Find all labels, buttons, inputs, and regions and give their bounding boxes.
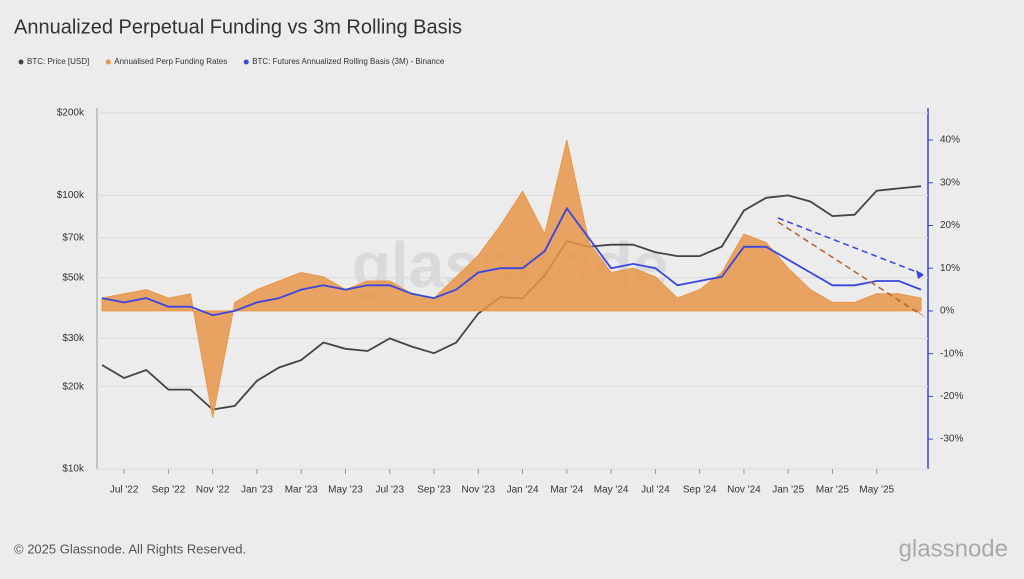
- y2-tick-label: 40%: [940, 135, 960, 146]
- x-tick-label: Jul '24: [641, 485, 670, 496]
- x-tick-label: May '23: [328, 485, 363, 496]
- x-tick-label: Jan '24: [507, 485, 539, 496]
- legend-label: BTC: Price [USD]: [27, 57, 89, 66]
- y-tick-label: $50k: [62, 272, 85, 283]
- y-tick-label: $10k: [62, 464, 85, 475]
- legend-dot: [105, 59, 111, 65]
- x-tick-label: Nov '23: [462, 485, 496, 496]
- y-tick-label: $30k: [62, 333, 85, 344]
- y2-tick-label: 10%: [940, 263, 960, 274]
- arrow-head: [914, 308, 926, 318]
- x-tick-label: Jul '22: [110, 485, 139, 496]
- legend-dot: [243, 59, 249, 65]
- x-tick-label: Sep '23: [417, 485, 451, 496]
- y2-tick-label: -30%: [940, 434, 963, 445]
- x-tick-label: May '24: [594, 485, 629, 496]
- x-tick-label: Sep '24: [683, 485, 717, 496]
- y-tick-label: $20k: [62, 381, 85, 392]
- x-tick-label: Nov '24: [727, 485, 761, 496]
- trend-arrow: [777, 217, 923, 275]
- y-tick-label: $70k: [62, 232, 85, 243]
- legend-label: BTC: Futures Annualized Rolling Basis (3…: [252, 57, 445, 66]
- x-tick-label: Nov '22: [196, 485, 230, 496]
- x-tick-label: Mar '25: [816, 485, 849, 496]
- x-tick-label: Sep '22: [152, 485, 186, 496]
- trend-arrow: [777, 221, 921, 315]
- chart-title: Annualized Perpetual Funding vs 3m Rolli…: [14, 16, 462, 38]
- x-tick-label: Mar '24: [550, 485, 583, 496]
- series-line: [101, 206, 922, 317]
- x-tick-label: Jan '23: [241, 485, 273, 496]
- funding-area: [101, 139, 922, 418]
- x-tick-label: Jul '23: [375, 485, 404, 496]
- y-tick-label: $200k: [57, 108, 85, 119]
- y-tick-label: $100k: [57, 190, 85, 201]
- y2-tick-label: -10%: [940, 348, 963, 359]
- copyright: © 2025 Glassnode. All Rights Reserved.: [14, 541, 246, 556]
- x-tick-label: Jan '25: [772, 485, 804, 496]
- y2-tick-label: 20%: [940, 220, 960, 231]
- y2-tick-label: 0%: [940, 306, 955, 317]
- y2-tick-label: -20%: [940, 391, 963, 402]
- legend-label: Annualised Perp Funding Rates: [114, 57, 227, 66]
- arrow-head: [916, 270, 924, 279]
- x-tick-label: May '25: [859, 485, 894, 496]
- legend-dot: [18, 59, 24, 65]
- plot-area: [97, 112, 928, 470]
- logo: glassnode: [899, 535, 1008, 562]
- y2-tick-label: 30%: [940, 177, 960, 188]
- x-tick-label: Mar '23: [285, 485, 318, 496]
